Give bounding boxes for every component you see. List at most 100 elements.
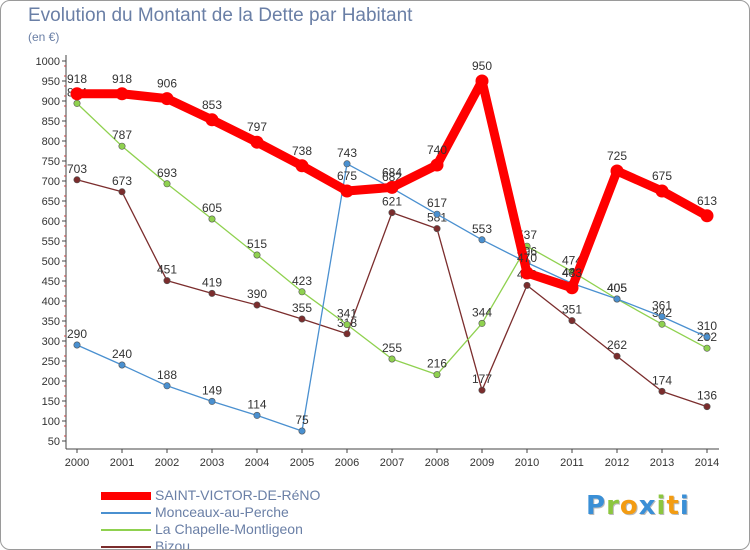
logo-letter: o (619, 491, 639, 521)
y-tick-label: 600 (42, 216, 60, 228)
legend-swatch (101, 492, 151, 500)
data-point (475, 74, 489, 88)
data-label: 174 (652, 373, 672, 387)
data-point (478, 236, 486, 244)
x-tick-label: 2014 (695, 457, 719, 469)
y-tick-label: 750 (42, 156, 60, 168)
data-label: 136 (697, 389, 717, 403)
y-tick-label: 700 (42, 176, 60, 188)
data-label: 613 (697, 194, 717, 208)
data-label: 617 (427, 196, 447, 210)
data-label: 906 (157, 77, 177, 91)
logo-letter: t (666, 491, 680, 521)
data-label: 310 (697, 319, 717, 333)
data-point (343, 160, 351, 168)
data-point (298, 288, 306, 296)
data-label: 605 (202, 201, 222, 215)
data-point (118, 188, 126, 196)
data-point (343, 330, 351, 338)
logo-letter: i (679, 491, 690, 521)
data-label: 918 (67, 72, 87, 86)
data-point (565, 281, 579, 295)
data-point (520, 266, 534, 280)
y-tick-label: 150 (42, 396, 60, 408)
data-point (163, 180, 171, 188)
data-point (295, 159, 309, 173)
x-tick-label: 2008 (425, 457, 449, 469)
data-label: 344 (472, 305, 492, 319)
y-tick-label: 50 (48, 436, 60, 448)
data-label: 918 (112, 72, 132, 86)
data-point (523, 281, 531, 289)
y-tick-label: 250 (42, 356, 60, 368)
data-point (73, 99, 81, 107)
x-tick-label: 2001 (110, 457, 134, 469)
data-point (163, 277, 171, 285)
chart-subtitle: (en €) (28, 30, 60, 44)
logo-letter: x (638, 491, 657, 521)
data-point (655, 184, 669, 198)
chart-title: Evolution du Montant de la Dette par Hab… (28, 5, 413, 26)
data-point (205, 113, 219, 127)
y-tick-label: 650 (42, 196, 60, 208)
data-point (343, 321, 351, 329)
data-point (658, 320, 666, 328)
data-label: 675 (337, 169, 357, 183)
data-point (433, 225, 441, 233)
y-tick-label: 850 (42, 116, 60, 128)
data-point (613, 295, 621, 303)
data-point (250, 135, 264, 149)
series-line-1 (76, 102, 708, 376)
x-tick-label: 2007 (380, 457, 404, 469)
data-label: 255 (382, 341, 402, 355)
data-label: 553 (472, 222, 492, 236)
x-tick-label: 2010 (515, 457, 539, 469)
data-label: 290 (67, 327, 87, 341)
y-tick-label: 400 (42, 296, 60, 308)
data-label: 75 (295, 413, 309, 427)
data-label: 451 (157, 263, 177, 277)
data-label: 853 (202, 98, 222, 112)
data-label: 361 (652, 299, 672, 313)
data-point (658, 313, 666, 321)
data-label: 738 (292, 144, 312, 158)
y-tick-label: 550 (42, 236, 60, 248)
y-tick-label: 500 (42, 256, 60, 268)
data-label: 515 (247, 237, 267, 251)
y-tick-label: 800 (42, 136, 60, 148)
x-tick-label: 2013 (650, 457, 674, 469)
data-point (433, 210, 441, 218)
legend-swatch (101, 529, 151, 531)
data-label: 262 (607, 338, 627, 352)
data-point (73, 176, 81, 184)
data-point (478, 319, 486, 327)
data-label: 240 (112, 347, 132, 361)
legend-swatch (101, 546, 151, 548)
data-label: 114 (247, 397, 266, 411)
data-point (700, 209, 714, 223)
y-tick-label: 200 (42, 376, 60, 388)
x-tick-label: 2004 (245, 457, 269, 469)
x-tick-label: 2009 (470, 457, 494, 469)
data-point (115, 87, 129, 101)
data-label: 673 (112, 174, 132, 188)
data-point (613, 352, 621, 360)
data-point (388, 209, 396, 217)
data-label: 423 (292, 274, 312, 288)
data-label: 950 (472, 59, 492, 73)
data-point (388, 355, 396, 363)
data-label: 351 (562, 303, 582, 317)
data-label: 355 (292, 301, 312, 315)
data-point (610, 164, 624, 178)
y-tick-label: 1000 (36, 56, 60, 68)
data-label: 470 (517, 251, 537, 265)
data-point (70, 87, 84, 101)
proxiti-logo: Proxiti (586, 491, 690, 521)
data-point (298, 315, 306, 323)
logo-letter: P (586, 491, 607, 521)
data-point (160, 92, 174, 106)
data-label: 341 (337, 307, 357, 321)
y-tick-label: 350 (42, 316, 60, 328)
data-label: 743 (337, 146, 357, 160)
